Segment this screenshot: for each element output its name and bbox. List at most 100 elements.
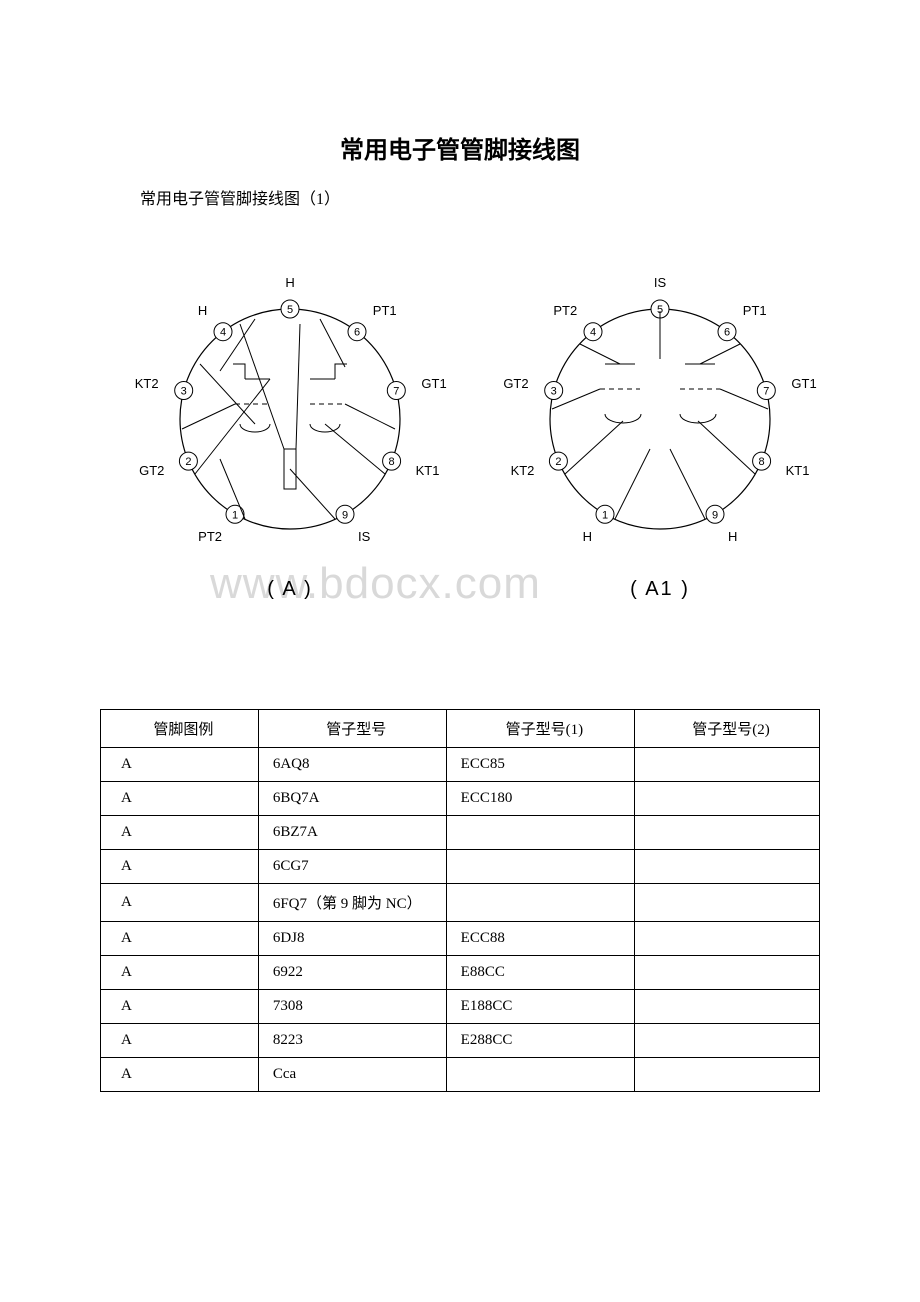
- pin-label-9: IS: [358, 529, 371, 544]
- table-cell: [635, 1024, 820, 1058]
- table-cell: A: [101, 884, 259, 922]
- pin-number-9: 9: [342, 509, 348, 521]
- pin-label-5: IS: [654, 275, 667, 290]
- pin-number-8: 8: [389, 456, 395, 468]
- pin-label-2: KT2: [511, 463, 535, 478]
- table-cell: [635, 956, 820, 990]
- table-header-0: 管脚图例: [101, 710, 259, 748]
- tube-table: 管脚图例 管子型号 管子型号(1) 管子型号(2) A6AQ8ECC85A6BQ…: [100, 709, 820, 1092]
- table-row: A6DJ8ECC88: [101, 922, 820, 956]
- table-cell: [446, 850, 634, 884]
- table-cell: A: [101, 1024, 259, 1058]
- table-cell: A: [101, 782, 259, 816]
- pin-number-4: 4: [220, 327, 226, 339]
- pin-number-6: 6: [354, 327, 360, 339]
- table-cell: [446, 1058, 634, 1092]
- pin-label-9: H: [728, 529, 737, 544]
- table-cell: A: [101, 956, 259, 990]
- table-cell: [635, 782, 820, 816]
- pin-number-3: 3: [551, 386, 557, 398]
- diagram-a-caption: ( A ): [130, 578, 450, 601]
- pin-number-2: 2: [185, 456, 191, 468]
- table-row: A6CG7: [101, 850, 820, 884]
- pin-label-1: PT2: [198, 529, 222, 544]
- table-row: A6BZ7A: [101, 816, 820, 850]
- pin-label-3: KT2: [135, 376, 159, 391]
- pin-number-2: 2: [555, 456, 561, 468]
- table-row: A8223E288CC: [101, 1024, 820, 1058]
- diagram-a1-caption: ( A1 ): [500, 578, 820, 601]
- table-cell: 6AQ8: [258, 748, 446, 782]
- pin-number-1: 1: [602, 509, 608, 521]
- table-cell: E88CC: [446, 956, 634, 990]
- diagram-a: 1 PT2 2 GT2 3 KT2 4 H 5 H 6 PT1 7 GT1 8 KT1 9 IS: [130, 249, 450, 601]
- pin-label-1: H: [583, 529, 592, 544]
- table-row: A6BQ7AECC180: [101, 782, 820, 816]
- pin-number-1: 1: [232, 509, 238, 521]
- table-header-1: 管子型号: [258, 710, 446, 748]
- table-row: A6922E88CC: [101, 956, 820, 990]
- table-cell: 7308: [258, 990, 446, 1024]
- pin-number-9: 9: [712, 509, 718, 521]
- pin-label-6: PT1: [373, 303, 397, 318]
- table-cell: A: [101, 748, 259, 782]
- table-cell: 6DJ8: [258, 922, 446, 956]
- pin-label-7: GT1: [791, 376, 816, 391]
- pin-number-3: 3: [181, 386, 187, 398]
- pin-number-6: 6: [724, 327, 730, 339]
- pin-number-8: 8: [759, 456, 765, 468]
- diagram-a1: 1H2KT23GT24PT25IS6PT17GT18KT19H: [500, 249, 820, 601]
- pin-label-8: KT1: [786, 463, 810, 478]
- diagram-area: www.bdocx.com 1PT22GT23KT24H5H6PT17GT18K…: [100, 249, 820, 649]
- pin-number-5: 5: [287, 304, 293, 316]
- pin-label-5: H: [285, 275, 294, 290]
- table-header-row: 管脚图例 管子型号 管子型号(1) 管子型号(2): [101, 710, 820, 748]
- pin-label-4: PT2: [553, 303, 577, 318]
- table-cell: 6BZ7A: [258, 816, 446, 850]
- internal-paths-a1: [552, 311, 768, 519]
- table-body: A6AQ8ECC85A6BQ7AECC180A6BZ7AA6CG7A6FQ7（第…: [101, 748, 820, 1092]
- table-cell: ECC85: [446, 748, 634, 782]
- table-cell: [635, 850, 820, 884]
- table-cell: A: [101, 816, 259, 850]
- table-row: A7308E188CC: [101, 990, 820, 1024]
- table-cell: E188CC: [446, 990, 634, 1024]
- table-cell: E288CC: [446, 1024, 634, 1058]
- table-cell: [635, 990, 820, 1024]
- page-title: 常用电子管管脚接线图: [100, 130, 820, 165]
- table-row: A6AQ8ECC85: [101, 748, 820, 782]
- page-subtitle: 常用电子管管脚接线图（1）: [140, 185, 820, 209]
- pin-label-8: KT1: [416, 463, 440, 478]
- pin-number-4: 4: [590, 327, 596, 339]
- table-cell: [446, 884, 634, 922]
- internal-paths-a: [182, 319, 395, 519]
- table-cell: A: [101, 990, 259, 1024]
- table-row: ACca: [101, 1058, 820, 1092]
- table-cell: 6BQ7A: [258, 782, 446, 816]
- table-cell: ECC180: [446, 782, 634, 816]
- pin-label-4: H: [198, 303, 207, 318]
- tube-outline: [180, 309, 400, 529]
- table-cell: 6FQ7（第 9 脚为 NC）: [258, 884, 446, 922]
- table-cell: 6922: [258, 956, 446, 990]
- table-header-2: 管子型号(1): [446, 710, 634, 748]
- pin-label-6: PT1: [743, 303, 767, 318]
- table-cell: Cca: [258, 1058, 446, 1092]
- pin-label-2: GT2: [139, 463, 164, 478]
- table-cell: A: [101, 1058, 259, 1092]
- table-cell: ECC88: [446, 922, 634, 956]
- table-cell: A: [101, 850, 259, 884]
- table-cell: [635, 884, 820, 922]
- table-cell: [635, 1058, 820, 1092]
- table-cell: [635, 748, 820, 782]
- table-cell: [446, 816, 634, 850]
- pin-number-7: 7: [393, 386, 399, 398]
- table-cell: 8223: [258, 1024, 446, 1058]
- table-cell: [635, 816, 820, 850]
- pin-label-3: GT2: [503, 376, 528, 391]
- pin-label-7: GT1: [421, 376, 446, 391]
- table-row: A6FQ7（第 9 脚为 NC）: [101, 884, 820, 922]
- table-cell: [635, 922, 820, 956]
- table-header-3: 管子型号(2): [635, 710, 820, 748]
- table-cell: A: [101, 922, 259, 956]
